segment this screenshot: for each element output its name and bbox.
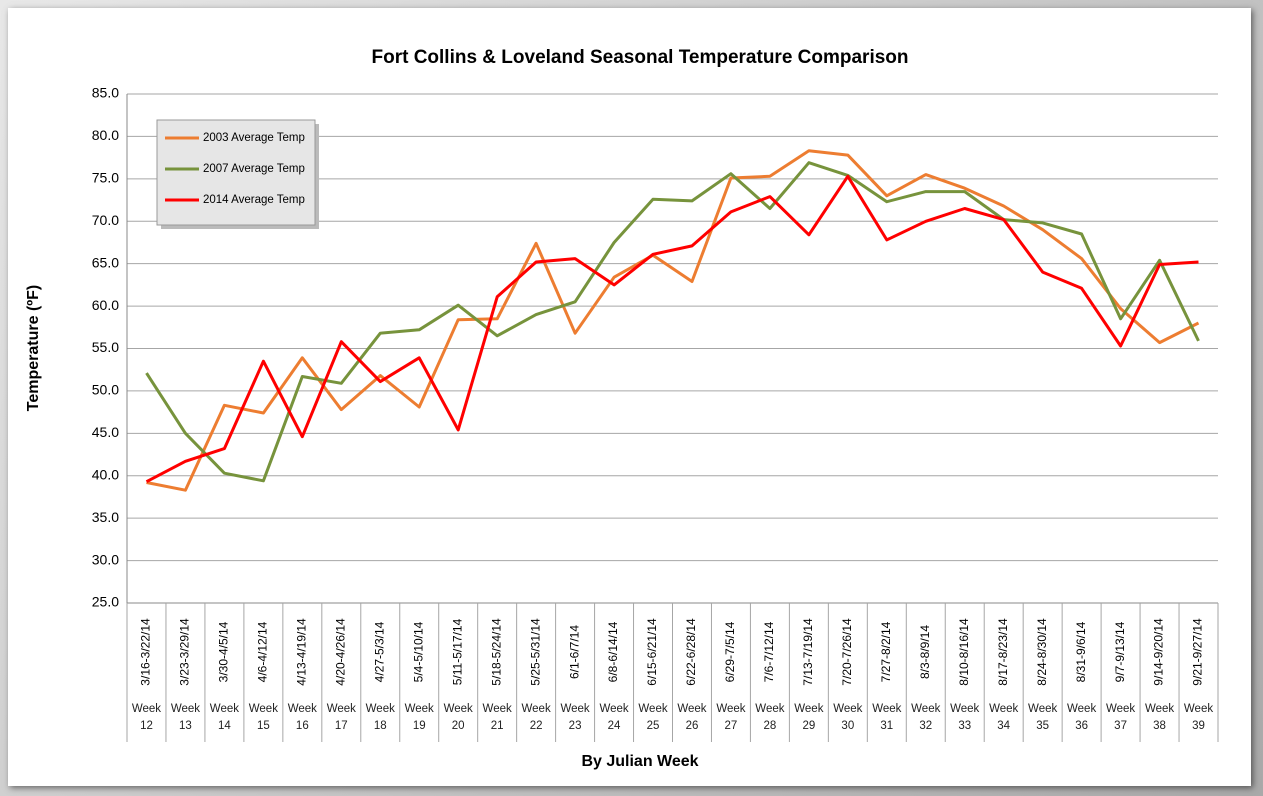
x-tick-label: 6/15-6/21/14 bbox=[645, 618, 659, 686]
x-tick-label: 4/6-4/12/14 bbox=[256, 621, 270, 682]
x-tick-label: 8/24-8/30/14 bbox=[1035, 618, 1049, 686]
week-label: Week 16 bbox=[287, 703, 317, 732]
x-tick-label: 5/4-5/10/14 bbox=[411, 621, 425, 682]
x-tick-label: 3/16-3/22/14 bbox=[139, 618, 153, 686]
y-tick-label: 25.0 bbox=[92, 594, 119, 610]
week-label: Week 28 bbox=[755, 703, 785, 732]
chart-title: Fort Collins & Loveland Seasonal Tempera… bbox=[371, 47, 908, 68]
y-tick-label: 70.0 bbox=[92, 212, 119, 228]
y-tick-label: 65.0 bbox=[92, 254, 119, 270]
x-tick-label: 7/6-7/12/14 bbox=[762, 621, 776, 682]
x-tick-label: 6/22-6/28/14 bbox=[684, 618, 698, 686]
x-tick-label: 4/20-4/26/14 bbox=[333, 618, 347, 686]
week-label: Week 31 bbox=[872, 703, 902, 732]
week-label: Week 29 bbox=[794, 703, 824, 732]
x-tick-label: 6/8-6/14/14 bbox=[606, 621, 620, 682]
x-tick-label: 8/31-9/6/14 bbox=[1074, 621, 1088, 682]
week-label: Week 25 bbox=[638, 703, 668, 732]
week-label: Week 38 bbox=[1144, 703, 1175, 732]
week-label: Week 22 bbox=[521, 703, 551, 732]
x-tick-label: 3/23-3/29/14 bbox=[178, 618, 192, 686]
y-tick-label: 50.0 bbox=[92, 382, 119, 398]
x-tick-label: 4/27-5/3/14 bbox=[372, 621, 386, 682]
x-tick-label: 3/30-4/5/14 bbox=[217, 621, 231, 682]
week-label: Week 14 bbox=[209, 703, 239, 732]
week-label: Week 39 bbox=[1183, 703, 1214, 732]
y-axis-title: Temperature (ºF) bbox=[25, 285, 42, 411]
x-tick-label: 9/14-9/20/14 bbox=[1152, 618, 1166, 686]
week-label: Week 19 bbox=[404, 703, 434, 732]
legend-label: 2007 Average Temp bbox=[203, 163, 305, 175]
y-tick-label: 30.0 bbox=[92, 551, 119, 567]
x-tick-label: 5/11-5/17/14 bbox=[450, 618, 464, 685]
x-axis-title: By Julian Week bbox=[581, 753, 698, 770]
y-tick-label: 40.0 bbox=[92, 466, 119, 482]
week-label: Week 36 bbox=[1067, 703, 1097, 732]
legend-label: 2003 Average Temp bbox=[203, 132, 305, 144]
week-label: Week 20 bbox=[443, 703, 473, 732]
y-tick-label: 45.0 bbox=[92, 424, 119, 440]
y-tick-label: 85.0 bbox=[92, 85, 119, 101]
week-label: Week 18 bbox=[365, 703, 395, 732]
x-tick-label: 8/10-8/16/14 bbox=[957, 618, 971, 686]
x-tick-label: 7/20-7/26/14 bbox=[840, 618, 854, 686]
week-label: Week 26 bbox=[677, 703, 707, 732]
week-label: Week 30 bbox=[833, 703, 863, 732]
series-line bbox=[145, 161, 1200, 483]
x-tick-label: 6/29-7/5/14 bbox=[723, 621, 737, 682]
y-tick-label: 60.0 bbox=[92, 297, 119, 313]
y-tick-label: 55.0 bbox=[92, 339, 119, 355]
x-tick-label: 6/1-6/7/14 bbox=[567, 625, 581, 679]
x-tick-label: 7/27-8/2/14 bbox=[879, 621, 893, 682]
week-label: Week 15 bbox=[248, 703, 278, 732]
week-label: Week 12 bbox=[131, 703, 162, 732]
week-label: Week 35 bbox=[1028, 703, 1058, 732]
week-label: Week 13 bbox=[170, 703, 201, 732]
week-label: Week 17 bbox=[326, 703, 356, 732]
series-line bbox=[145, 174, 1199, 484]
x-tick-label: 8/17-8/23/14 bbox=[996, 618, 1010, 686]
week-label: Week 27 bbox=[716, 703, 746, 732]
x-tick-label: 7/13-7/19/14 bbox=[801, 618, 815, 686]
y-tick-label: 80.0 bbox=[92, 127, 119, 143]
week-label: Week 23 bbox=[560, 703, 590, 732]
week-label: Week 32 bbox=[911, 703, 941, 732]
week-label: Week 37 bbox=[1105, 703, 1136, 732]
week-label: Week 24 bbox=[599, 703, 629, 732]
week-label: Week 21 bbox=[482, 703, 512, 732]
x-tick-label: 8/3-8/9/14 bbox=[918, 625, 932, 679]
y-tick-label: 75.0 bbox=[92, 170, 119, 186]
week-label: Week 33 bbox=[950, 703, 980, 732]
x-tick-label: 5/25-5/31/14 bbox=[528, 618, 542, 686]
week-label: Week 34 bbox=[989, 703, 1019, 732]
x-tick-label: 9/21-9/27/14 bbox=[1191, 618, 1205, 686]
x-tick-label: 4/13-4/19/14 bbox=[295, 618, 309, 686]
x-tick-label: 9/7-9/13/14 bbox=[1113, 621, 1127, 682]
y-tick-label: 35.0 bbox=[92, 509, 119, 525]
series-line bbox=[146, 149, 1200, 492]
legend-label: 2014 Average Temp bbox=[203, 194, 305, 206]
x-tick-label: 5/18-5/24/14 bbox=[489, 618, 503, 686]
